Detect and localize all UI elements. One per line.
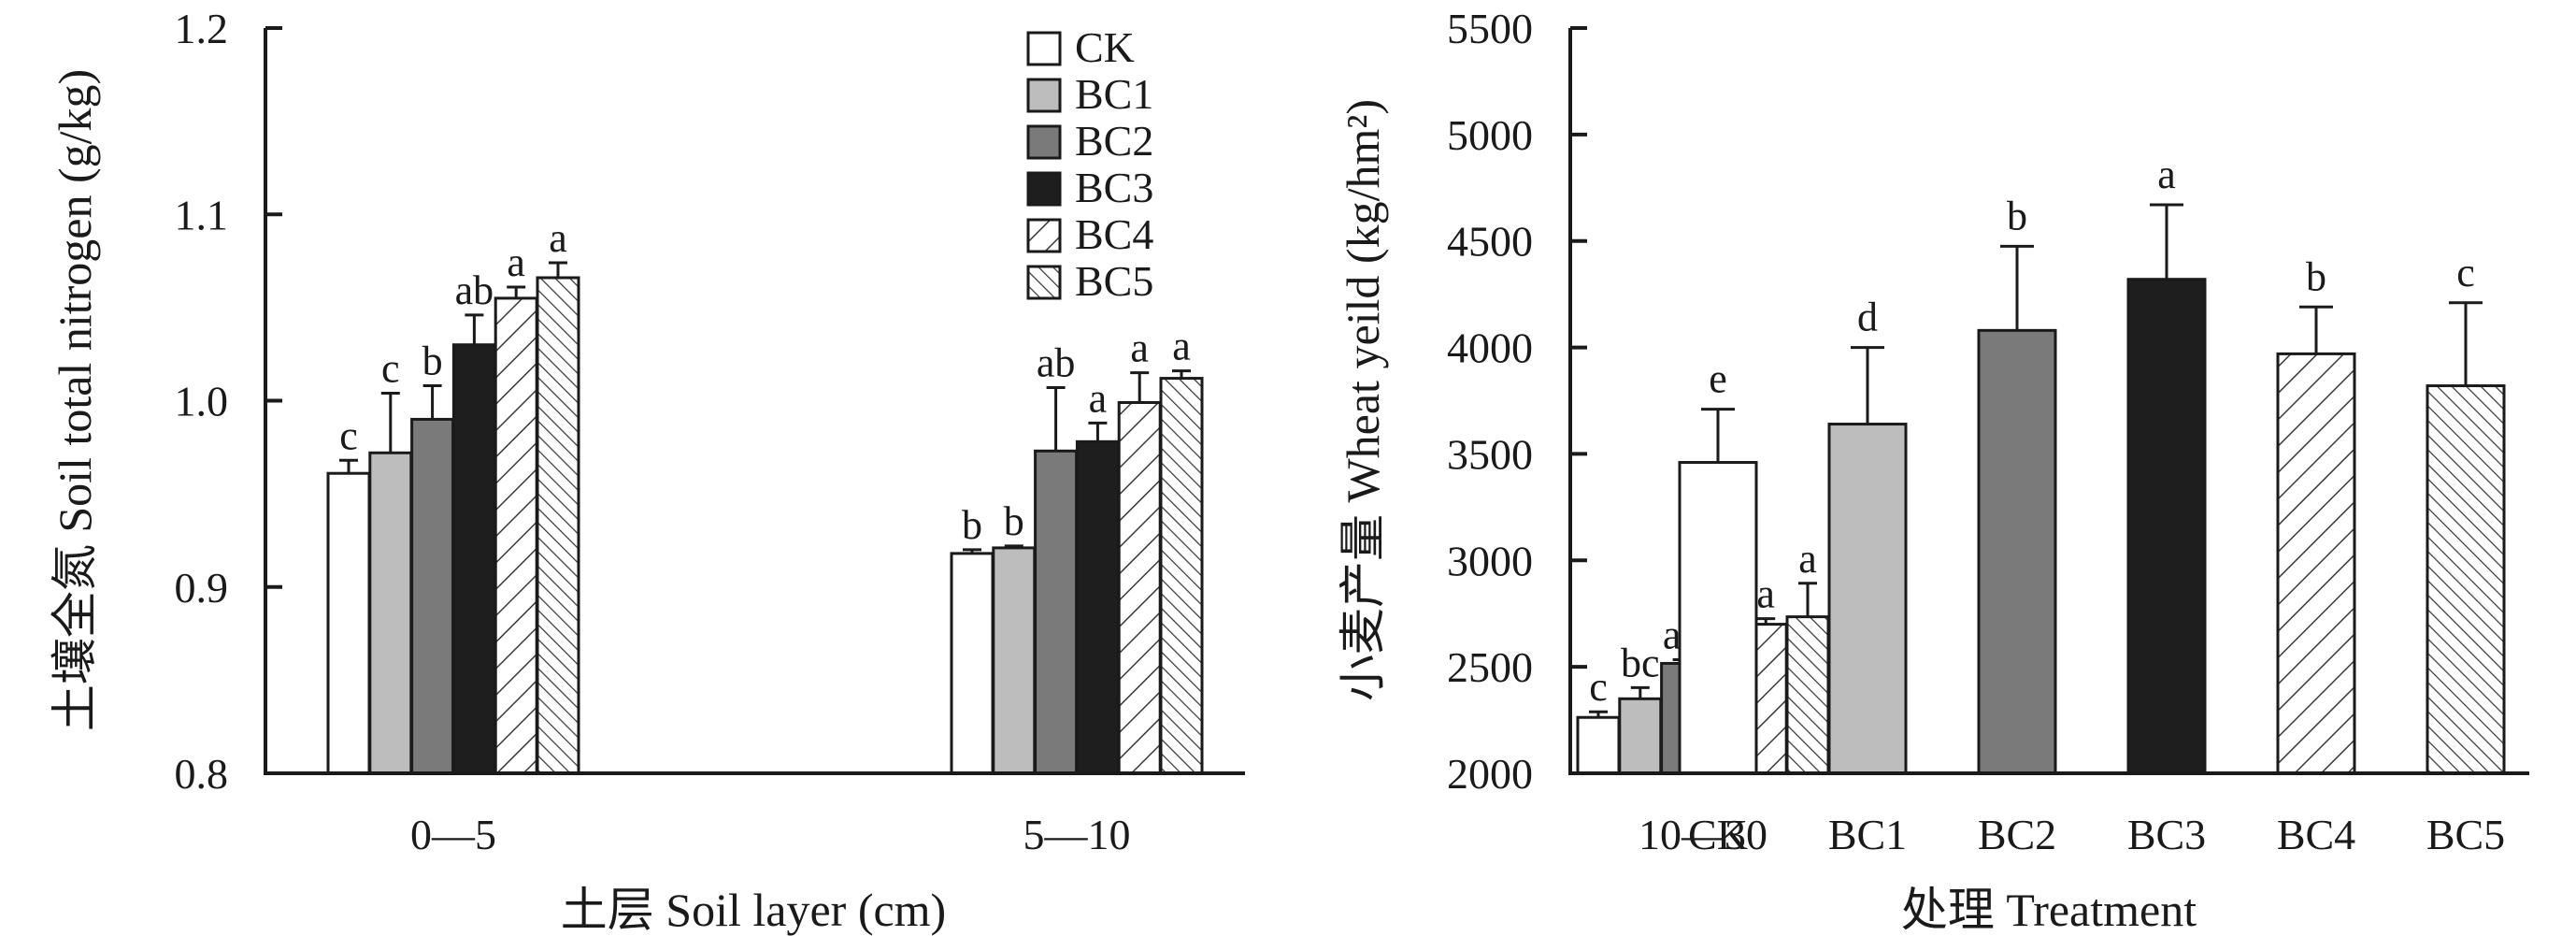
y-tick-label: 4000	[1447, 324, 1533, 372]
wheat-yield-x-axis-title: 处理 Treatment	[1901, 884, 2197, 936]
x-tick-label: BC1	[1828, 811, 1907, 858]
bar-bc5-5-10	[1159, 377, 1204, 775]
bar-bc1	[1827, 423, 1908, 775]
legend-swatch-bc2	[1026, 124, 1062, 160]
y-tick-label: 3000	[1447, 537, 1533, 584]
bar-bc4-5-10-significance: a	[1130, 325, 1149, 371]
bar-bc4-5-10	[1117, 400, 1162, 775]
bar-bc4-0-5-significance: a	[507, 239, 525, 285]
bar-ck-5-10	[950, 552, 995, 775]
legend-label-bc2: BC2	[1075, 117, 1153, 165]
y-tick-label: 5500	[1447, 5, 1533, 52]
bar-ck-0-5-significance: c	[339, 412, 358, 458]
bar-bc3-0-5-significance: ab	[455, 267, 494, 313]
bar-bc5-10-30	[1785, 615, 1830, 775]
legend-swatch-bc4	[1026, 218, 1062, 253]
bar-bc5-significance: c	[2456, 250, 2475, 295]
bar-bc4-10-30-significance: a	[1756, 571, 1775, 617]
y-tick-label: 2500	[1447, 643, 1533, 691]
legend-swatch-bc5	[1026, 265, 1062, 300]
x-tick-label: BC4	[2277, 811, 2355, 858]
bar-bc5	[2426, 384, 2506, 775]
legend-label-bc5: BC5	[1075, 257, 1153, 305]
bar-bc1-5-10-significance: b	[1004, 498, 1024, 544]
bar-bc2-5-10-significance: ab	[1037, 340, 1076, 386]
wheat-yield-bars: e d b a b c	[1678, 151, 2506, 775]
y-tick-label: 1.0	[175, 378, 229, 425]
y-tick-label: 5000	[1447, 111, 1533, 159]
bar-bc1-0-5-significance: c	[381, 346, 400, 392]
y-tick-label: 0.9	[175, 564, 229, 612]
bar-ck-5-10-significance: b	[962, 502, 982, 548]
bar-bc3-0-5	[451, 343, 496, 775]
bar-ck	[1678, 461, 1758, 775]
bar-bc4-significance: b	[2306, 253, 2326, 299]
legend-swatch-ck	[1026, 31, 1062, 66]
x-tick-label: BC2	[1978, 811, 2056, 858]
wheat-yield-x-ticks: CK BC1 BC2 BC3 BC4 BC5	[1688, 811, 2505, 858]
bar-bc3-5-10-significance: a	[1089, 375, 1108, 421]
bar-ck-10-30	[1576, 715, 1621, 775]
bar-bc1-10-30-significance: bc	[1621, 640, 1660, 685]
wheat-yield-y-axis-title: 小麦产量 Wheat yeild (kg/hm²)	[1337, 99, 1389, 701]
legend-swatch-bc3	[1026, 171, 1062, 207]
bar-ck-0-5	[326, 471, 371, 775]
bar-bc2-5-10	[1034, 449, 1079, 775]
bar-bc2-significance: b	[2007, 193, 2027, 238]
wheat-yield-y-ticks: 2000 2500 3000 3500 4000 4500 5000 5500	[1447, 5, 1587, 798]
bar-bc3-5-10	[1075, 439, 1120, 775]
x-tick-label: BC3	[2127, 811, 2206, 858]
bar-bc5-10-30-significance: a	[1798, 536, 1817, 582]
soil-nitrogen-y-ticks: 0.8 0.9 1.0 1.1 1.2	[175, 5, 282, 798]
bar-ck-10-30-significance: c	[1589, 664, 1608, 710]
legend-swatch-bc1	[1026, 78, 1062, 113]
x-tick-label: 10—30	[1639, 811, 1767, 858]
legend-label-bc3: BC3	[1075, 164, 1153, 211]
bar-bc2-0-5-significance: b	[422, 338, 443, 384]
bar-bc3	[2126, 278, 2207, 775]
y-tick-label: 3500	[1447, 430, 1533, 478]
y-tick-label: 1.1	[175, 191, 229, 238]
legend-label-bc1: BC1	[1075, 70, 1153, 118]
soil-nitrogen-y-axis-title: 土壤全氮 Soil total nitrogen (g/kg)	[49, 69, 101, 731]
x-tick-label: CK	[1688, 811, 1748, 858]
soil-nitrogen-x-ticks: 0—5 5—10 10—30	[410, 811, 1767, 858]
x-tick-label: 0—5	[410, 811, 496, 858]
x-tick-label: BC5	[2426, 811, 2505, 858]
y-tick-label: 2000	[1447, 750, 1533, 798]
legend-label-bc4: BC4	[1075, 210, 1153, 258]
bar-bc5-5-10-significance: a	[1172, 324, 1191, 369]
bar-bc1-10-30	[1618, 697, 1663, 775]
bar-bc3-significance: a	[2157, 151, 2176, 197]
y-tick-label: 0.8	[175, 750, 229, 798]
soil-nitrogen-x-axis-title: 土层 Soil layer (cm)	[561, 884, 946, 936]
bar-ck-significance: e	[1709, 356, 1727, 402]
bar-bc1-5-10	[992, 546, 1037, 775]
y-tick-label: 1.2	[175, 5, 229, 52]
x-tick-label: 5—10	[1023, 811, 1131, 858]
bar-bc4-0-5	[494, 296, 538, 775]
bar-bc4	[2276, 352, 2356, 775]
legend-label-ck: CK	[1075, 23, 1135, 71]
bar-bc5-0-5-significance: a	[549, 215, 567, 261]
bar-bc2	[1977, 328, 2057, 775]
bar-bc2-0-5	[410, 417, 455, 775]
bar-bc1-significance: d	[1857, 295, 1878, 340]
y-tick-label: 4500	[1447, 218, 1533, 266]
bar-bc1-0-5	[368, 451, 413, 775]
bar-bc5-0-5	[536, 276, 580, 775]
soil-nitrogen-chart: ccbabaabbabaaacbcabaaa 0.80.91.01.11.2 0…	[49, 5, 1830, 936]
soil-nitrogen-bars: ccbabaabbabaaacbcabaaa	[326, 215, 1830, 775]
